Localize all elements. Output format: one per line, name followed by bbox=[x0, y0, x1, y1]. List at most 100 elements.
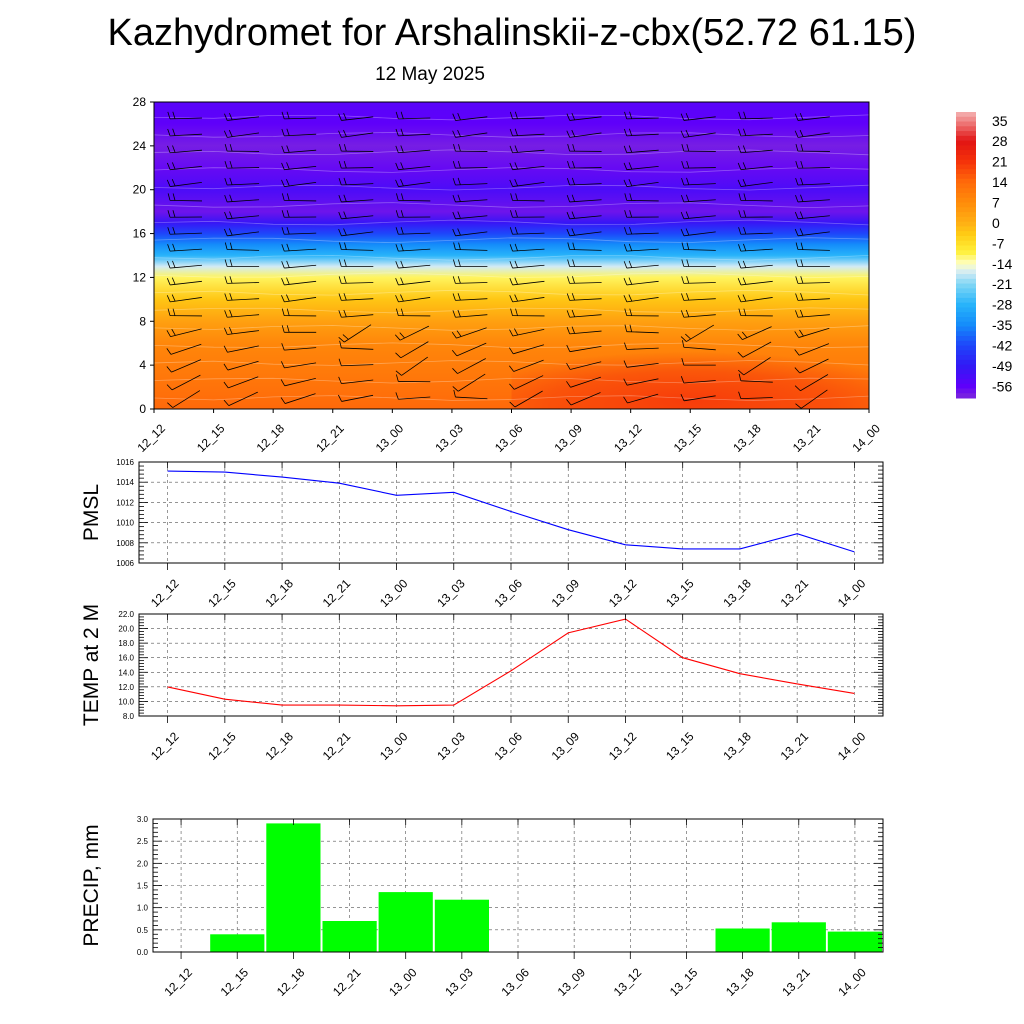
wind-barb-flag bbox=[172, 308, 176, 316]
contour-line bbox=[153, 289, 870, 296]
wind-barb-flag bbox=[566, 293, 571, 301]
wind-barb-flag bbox=[224, 310, 228, 318]
wind-barb-flag bbox=[457, 228, 461, 236]
wind-barb bbox=[680, 112, 716, 121]
y-axis-label: TEMP at 2 M bbox=[80, 604, 103, 726]
wind-barb-staff bbox=[683, 167, 716, 169]
wind-barb-flag bbox=[395, 278, 399, 286]
wind-barb-flag bbox=[571, 228, 576, 236]
wind-barb-flag bbox=[400, 294, 404, 302]
wind-barb-staff bbox=[284, 264, 317, 269]
wind-barb-flag bbox=[457, 293, 461, 301]
wind-barb bbox=[452, 293, 488, 301]
wind-barb bbox=[566, 344, 602, 353]
wind-barb-flag bbox=[224, 228, 228, 236]
wind-barb-staff bbox=[227, 282, 260, 284]
wind-barb-flag bbox=[800, 242, 804, 250]
x-tick-label: 12_12 bbox=[161, 965, 195, 999]
colorbar-swatch bbox=[956, 355, 976, 361]
wind-barb bbox=[624, 210, 659, 218]
wind-barb-flag bbox=[343, 293, 347, 301]
colorbar-swatch bbox=[956, 121, 976, 127]
wind-barb bbox=[567, 242, 602, 251]
colorbar-swatch bbox=[956, 126, 976, 132]
colorbar-swatch bbox=[956, 359, 976, 366]
wind-barb-staff bbox=[797, 231, 830, 237]
colorbar-swatch bbox=[956, 297, 976, 304]
wind-barb bbox=[281, 277, 317, 286]
wind-barb bbox=[166, 328, 202, 338]
wind-barb-staff bbox=[569, 314, 602, 318]
wind-barb-staff bbox=[455, 298, 488, 301]
y-tick-label: 2.5 bbox=[137, 837, 149, 846]
wind-barb-flag bbox=[794, 113, 799, 121]
wind-barb-flag bbox=[395, 308, 399, 316]
x-tick-label: 14_00 bbox=[849, 421, 883, 455]
y-tick-label: 1014 bbox=[116, 478, 134, 487]
colorbar-swatch bbox=[956, 259, 976, 266]
x-tick-label: 14_00 bbox=[835, 965, 869, 999]
wind-barb bbox=[738, 391, 773, 400]
wind-barb-flag bbox=[799, 211, 804, 219]
wind-barb bbox=[452, 309, 488, 318]
y-tick-label: 4 bbox=[139, 358, 146, 372]
wind-barb-flag bbox=[281, 111, 285, 119]
wind-barb bbox=[224, 194, 260, 203]
wind-barb-flag bbox=[395, 210, 399, 218]
wind-barb-staff bbox=[284, 377, 316, 387]
colorbar-swatch bbox=[956, 212, 976, 218]
wind-barb-flag bbox=[400, 145, 404, 153]
wind-barb bbox=[510, 210, 545, 218]
wind-barb-staff bbox=[227, 360, 259, 371]
wind-barb bbox=[167, 193, 203, 202]
wind-barb-flag bbox=[800, 144, 804, 152]
wind-barb-flag bbox=[623, 145, 628, 153]
wind-barb bbox=[795, 160, 830, 169]
wind-barb bbox=[338, 177, 374, 186]
wind-barb-flag bbox=[171, 294, 176, 302]
wind-barb-flag bbox=[572, 242, 575, 250]
wind-barb-staff bbox=[797, 215, 830, 220]
wind-barb-flag bbox=[171, 277, 176, 285]
wind-barb bbox=[395, 162, 431, 171]
wind-barb-staff bbox=[569, 132, 602, 138]
wind-barb-staff bbox=[683, 132, 716, 138]
wind-barb-staff bbox=[569, 345, 602, 353]
colorbar-swatch bbox=[956, 131, 976, 137]
wind-barb-flag bbox=[629, 193, 633, 201]
wind-barb-flag bbox=[510, 193, 513, 201]
wind-barb-flag bbox=[338, 194, 342, 203]
wind-barb bbox=[567, 276, 602, 284]
wind-barb-flag bbox=[800, 259, 804, 267]
colorbar-swatch bbox=[956, 140, 976, 146]
wind-barb bbox=[566, 177, 602, 186]
wind-barb-flag bbox=[799, 112, 804, 121]
wind-barb bbox=[395, 179, 431, 187]
wind-barb-staff bbox=[284, 149, 317, 154]
wind-barb-flag bbox=[685, 228, 690, 236]
wind-barb-flag bbox=[171, 179, 176, 187]
wind-barb-staff bbox=[626, 331, 659, 334]
colorbar-swatch bbox=[956, 112, 976, 118]
wind-barb-flag bbox=[229, 276, 233, 284]
wind-barb bbox=[395, 341, 429, 359]
wind-barb-flag bbox=[795, 276, 799, 284]
wind-barb-flag bbox=[167, 145, 171, 153]
wind-barb bbox=[223, 345, 259, 353]
wind-barb-flag bbox=[623, 244, 628, 252]
wind-barb-flag bbox=[571, 326, 576, 334]
wind-barb-flag bbox=[567, 242, 570, 250]
wind-barb-flag bbox=[509, 295, 514, 303]
precip-bar bbox=[715, 928, 770, 952]
colorbar-swatch bbox=[956, 173, 976, 180]
wind-barb-flag bbox=[567, 161, 570, 169]
wind-barb bbox=[395, 374, 431, 383]
wind-barb-staff bbox=[683, 215, 716, 220]
wind-barb bbox=[509, 111, 545, 120]
wind-barb-staff bbox=[742, 341, 772, 358]
wind-barb bbox=[224, 160, 260, 169]
wind-barb-staff bbox=[284, 362, 317, 369]
wind-barb-flag bbox=[457, 276, 461, 284]
wind-barb-staff bbox=[455, 215, 488, 220]
wind-barb-flag bbox=[286, 294, 290, 302]
